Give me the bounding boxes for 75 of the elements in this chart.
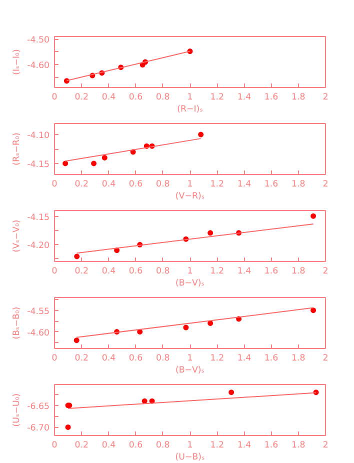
y-tick-label: -6.65 — [27, 402, 50, 412]
y-tick-label: -4.60 — [27, 328, 50, 338]
x-tick-label: 0.2 — [74, 92, 88, 102]
x-tick-label: 0.6 — [128, 354, 143, 364]
x-tick-label: 1 — [187, 180, 193, 190]
x-tick-label: 1 — [187, 354, 193, 364]
x-tick-label: 1.4 — [237, 92, 252, 102]
x-tick-label: 0.6 — [128, 180, 143, 190]
x-tick-label: 1.8 — [292, 354, 306, 364]
y-axis-title: (Bₛ−B₀) — [12, 306, 22, 340]
x-tick-label: 1.8 — [292, 92, 306, 102]
x-tick-label: 0.6 — [128, 92, 143, 102]
y-axis-title: (Rₛ−R₀) — [12, 132, 22, 166]
x-tick-label: 0 — [52, 440, 58, 450]
y-tick-label: -4.10 — [27, 131, 50, 142]
x-axis-title: (B−V)ₛ — [175, 278, 205, 288]
x-tick-label: 1.4 — [237, 354, 252, 364]
x-tick-label: 1 — [187, 266, 193, 276]
x-tick-label: 1 — [187, 92, 193, 102]
x-tick-label: 0.4 — [102, 266, 116, 276]
x-tick-label: 1.6 — [264, 440, 278, 450]
x-tick-label: 1.2 — [210, 440, 224, 450]
y-tick-label: -4.60 — [27, 61, 50, 72]
y-axis-title: (Vₛ−V₀) — [12, 220, 22, 252]
x-axis-title: (R−I)ₛ — [177, 104, 203, 114]
x-tick-label: 1.8 — [292, 440, 306, 450]
x-tick-label: 0.4 — [102, 180, 116, 190]
x-tick-label: 1.8 — [292, 180, 306, 190]
x-tick-label: 0.8 — [156, 354, 170, 364]
x-tick-label: 0.6 — [128, 266, 143, 276]
x-tick-label: 1.6 — [264, 92, 278, 102]
x-tick-label: 0.4 — [102, 440, 116, 450]
x-tick-label: 1.4 — [237, 180, 252, 190]
x-axis-title: (V−R)ₛ — [175, 192, 205, 202]
x-tick-label: 2 — [322, 440, 328, 450]
x-tick-label: 2 — [322, 180, 328, 190]
x-tick-label: 1.6 — [264, 266, 278, 276]
x-tick-label: 0 — [52, 180, 58, 190]
x-tick-label: 0.4 — [102, 354, 116, 364]
x-tick-label: 1.2 — [210, 354, 224, 364]
x-tick-label: 1.2 — [210, 180, 224, 190]
x-tick-label: 2 — [322, 92, 328, 102]
x-tick-label: 0.8 — [156, 440, 170, 450]
x-tick-label: 0.8 — [156, 180, 170, 190]
y-tick-label: -4.20 — [27, 241, 50, 252]
x-tick-label: 1.8 — [292, 266, 306, 276]
x-tick-label: 0.6 — [128, 440, 143, 450]
x-tick-label: 0.4 — [102, 92, 116, 102]
x-tick-label: 1.6 — [264, 354, 278, 364]
x-tick-label: 0.2 — [74, 354, 88, 364]
x-tick-label: 1.6 — [264, 180, 278, 190]
x-tick-label: 0 — [52, 92, 58, 102]
y-tick-label: -4.15 — [27, 160, 50, 170]
x-tick-label: 0 — [52, 354, 58, 364]
x-tick-label: 2 — [322, 354, 328, 364]
x-axis-title: (B−V)ₛ — [175, 366, 205, 376]
x-tick-label: 1 — [187, 440, 193, 450]
y-tick-label: -4.55 — [27, 306, 50, 317]
y-tick-label: -4.15 — [27, 213, 50, 224]
x-axis-title: (U−B)ₛ — [175, 452, 205, 462]
x-tick-label: 0.8 — [156, 92, 170, 102]
x-tick-label: 0.2 — [74, 180, 88, 190]
y-axis-title: (Iₛ−I₀) — [12, 49, 22, 75]
x-tick-label: 1.2 — [210, 92, 224, 102]
y-tick-label: -4.50 — [27, 36, 50, 46]
y-tick-label: -6.70 — [27, 424, 50, 434]
x-tick-label: 1.2 — [210, 266, 224, 276]
x-tick-label: 1.4 — [237, 266, 252, 276]
x-tick-label: 2 — [322, 266, 328, 276]
x-tick-label: 1.4 — [237, 440, 252, 450]
y-axis-title: (Uₛ−U₀) — [12, 393, 22, 427]
x-tick-label: 0 — [52, 266, 58, 276]
x-tick-label: 0.2 — [74, 266, 88, 276]
x-tick-label: 0.8 — [156, 266, 170, 276]
x-tick-label: 0.2 — [74, 440, 88, 450]
